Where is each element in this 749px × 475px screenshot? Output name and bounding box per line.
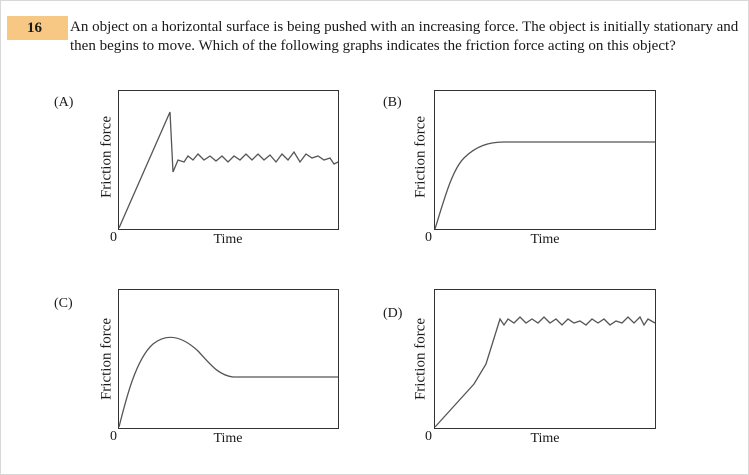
question-number: 16: [7, 16, 68, 40]
x-axis-label: Time: [213, 232, 243, 247]
y-axis-label: Friction force: [98, 317, 115, 401]
graph-c-axes: [118, 289, 339, 429]
x-axis-label: Time: [530, 431, 560, 446]
origin-label: 0: [425, 230, 432, 245]
option-label: (D): [383, 306, 403, 321]
origin-label: 0: [110, 429, 117, 444]
option-label: (B): [383, 95, 402, 110]
graph-c-curve: [118, 336, 338, 428]
graph-b-curve: [434, 141, 655, 230]
y-axis-label: Friction force: [98, 115, 115, 199]
y-axis-label: Friction force: [412, 115, 429, 199]
x-axis-label: Time: [530, 232, 560, 247]
origin-label: 0: [425, 429, 432, 444]
option-label: (A): [54, 95, 74, 110]
x-axis-label: Time: [213, 431, 243, 446]
graph-b-axes: [434, 90, 656, 230]
graph-d-curve: [434, 315, 656, 428]
graph-a-axes: [118, 90, 339, 230]
graph-a-curve: [118, 111, 339, 229]
graph-d-axes: [434, 289, 656, 429]
question-text: An object on a horizontal surface is bei…: [70, 19, 739, 54]
y-axis-label: Friction force: [412, 317, 429, 401]
option-label: (C): [54, 296, 73, 311]
origin-label: 0: [110, 230, 117, 245]
